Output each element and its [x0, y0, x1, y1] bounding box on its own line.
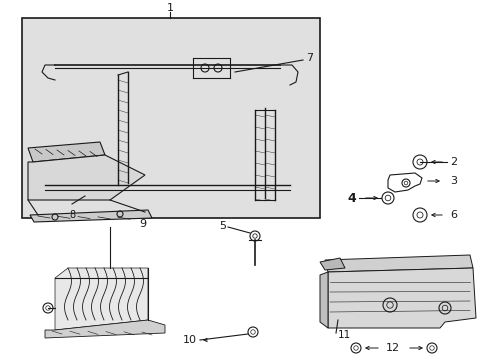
Text: 10: 10 — [183, 335, 197, 345]
Polygon shape — [28, 142, 105, 162]
Polygon shape — [30, 210, 152, 222]
Polygon shape — [325, 255, 472, 272]
Text: 9: 9 — [139, 219, 146, 229]
Polygon shape — [45, 320, 164, 338]
Polygon shape — [55, 268, 148, 330]
Text: 4: 4 — [346, 192, 355, 204]
Text: 2: 2 — [449, 157, 456, 167]
Text: 12: 12 — [385, 343, 399, 353]
Text: 5: 5 — [219, 221, 225, 231]
Text: 3: 3 — [449, 176, 456, 186]
Text: 6: 6 — [449, 210, 456, 220]
Text: 8: 8 — [69, 210, 75, 220]
Text: 7: 7 — [305, 53, 312, 63]
Text: 1: 1 — [166, 3, 173, 13]
Polygon shape — [319, 258, 345, 270]
Polygon shape — [327, 268, 475, 328]
Polygon shape — [28, 155, 145, 200]
Text: 11: 11 — [337, 330, 350, 340]
Polygon shape — [319, 272, 327, 328]
Bar — [22, 18, 319, 218]
